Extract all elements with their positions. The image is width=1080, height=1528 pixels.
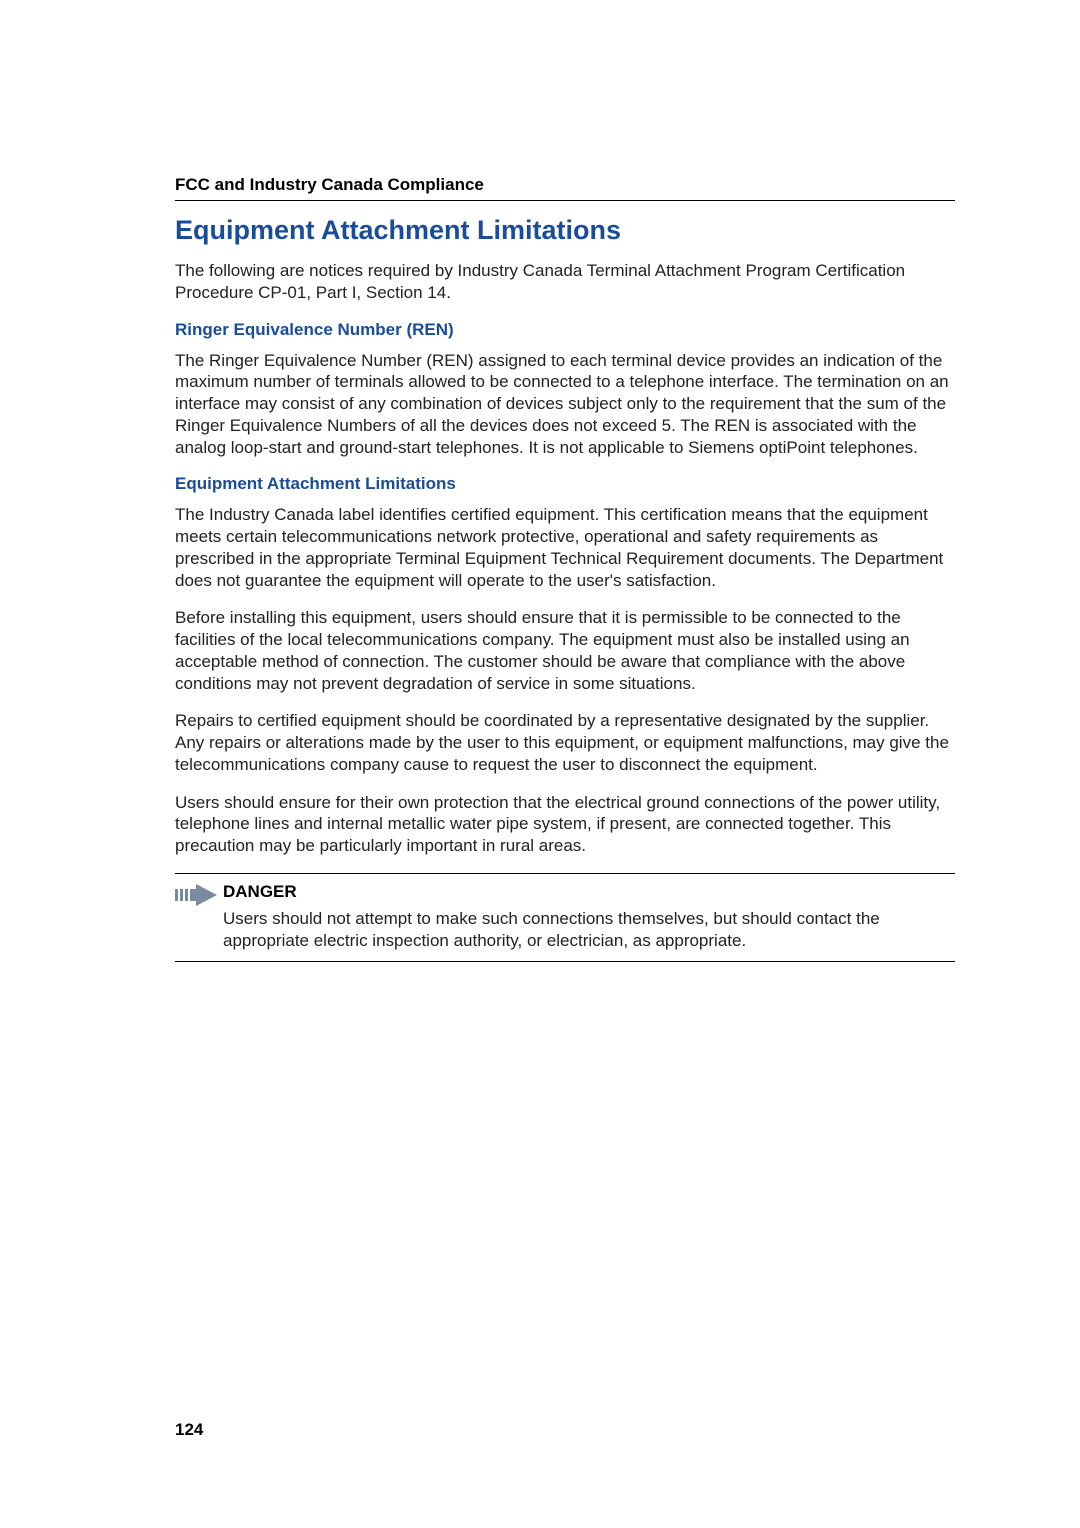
page-number: 124 [175, 1420, 203, 1440]
section-heading-attachment: Equipment Attachment Limitations [175, 474, 955, 494]
page-title: Equipment Attachment Limitations [175, 215, 955, 246]
running-header: FCC and Industry Canada Compliance [175, 175, 955, 201]
attachment-paragraph-1: The Industry Canada label identifies cer… [175, 504, 955, 591]
danger-label: DANGER [223, 882, 955, 902]
danger-body: Users should not attempt to make such co… [223, 908, 955, 952]
attachment-paragraph-2: Before installing this equipment, users … [175, 607, 955, 694]
section-ren-paragraph: The Ringer Equivalence Number (REN) assi… [175, 350, 955, 459]
attachment-paragraph-3: Repairs to certified equipment should be… [175, 710, 955, 775]
attachment-paragraph-4: Users should ensure for their own protec… [175, 792, 955, 857]
intro-paragraph: The following are notices required by In… [175, 260, 955, 304]
document-page: FCC and Industry Canada Compliance Equip… [0, 0, 1080, 962]
danger-arrow-icon [175, 882, 223, 911]
danger-text-block: DANGER Users should not attempt to make … [223, 882, 955, 952]
section-heading-ren: Ringer Equivalence Number (REN) [175, 320, 955, 340]
danger-callout: DANGER Users should not attempt to make … [175, 873, 955, 963]
